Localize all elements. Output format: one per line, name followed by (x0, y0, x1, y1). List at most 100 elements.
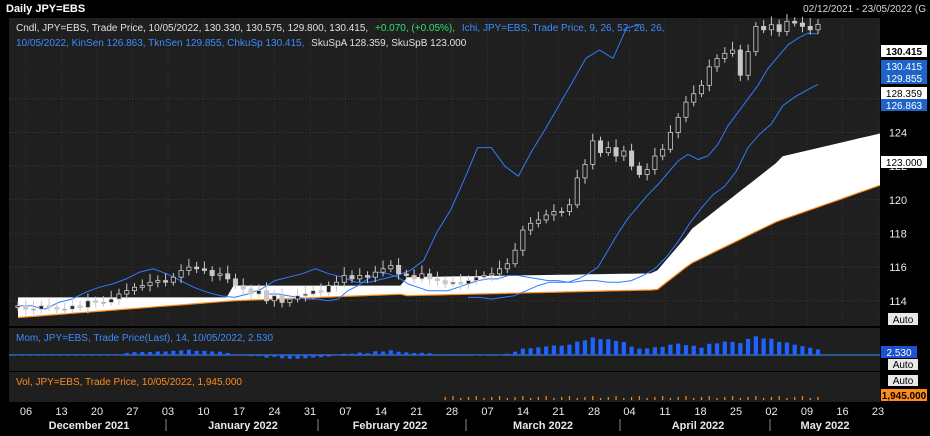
legend-senkou-values: SkuSpA 128.359, SkuSpB 123.000 (311, 38, 467, 49)
candle-body (598, 141, 602, 153)
candle-body (614, 148, 618, 156)
momentum-bar (591, 337, 595, 355)
candle-body (769, 25, 773, 30)
day-tick-label: 28 (588, 406, 600, 418)
momentum-bar (132, 352, 136, 355)
candle-body (629, 151, 633, 166)
momentum-bar (544, 346, 548, 355)
candle-body (241, 286, 245, 289)
volume-bar (530, 398, 531, 400)
momentum-bar (622, 342, 626, 355)
momentum-bar (288, 355, 292, 359)
candle-body (544, 215, 548, 220)
candle-body (505, 264, 509, 269)
day-tick-label: 24 (268, 406, 280, 418)
momentum-bar (459, 355, 463, 356)
price-badge-text: 130.415 (886, 47, 923, 58)
day-tick-label: 14 (375, 406, 387, 418)
momentum-bar (598, 339, 602, 355)
price-legend-line-1: Cndl, JPY=EBS, Trade Price, 10/05/2022, … (16, 23, 664, 34)
day-tick-label: 23 (872, 406, 884, 418)
volume-bar (452, 396, 453, 400)
momentum-bar (257, 355, 261, 356)
day-tick-label: 21 (410, 406, 422, 418)
momentum-bar (676, 344, 680, 355)
candle-body (389, 265, 393, 268)
momentum-bar (645, 348, 649, 355)
momentum-bar (55, 355, 59, 356)
candle-body (808, 26, 812, 29)
volume-bar (569, 396, 570, 400)
momentum-bar (699, 348, 703, 355)
candle-body (55, 307, 59, 309)
legend-candle-text: Cndl, JPY=EBS, Trade Price, 10/05/2022, … (16, 23, 368, 34)
momentum-bar (350, 354, 354, 355)
momentum-bar (125, 353, 129, 355)
momentum-bar (358, 353, 362, 355)
day-tick-label: 16 (836, 406, 848, 418)
volume-bar (662, 396, 663, 400)
candle-body (707, 67, 711, 86)
candle-body (396, 265, 400, 273)
candle-body (661, 149, 665, 156)
volume-bar (724, 397, 725, 400)
volume-bar (678, 397, 679, 400)
candle-body (101, 302, 105, 303)
volume-bar (670, 398, 671, 400)
volume-bar (608, 397, 609, 400)
candle-body (16, 306, 20, 308)
candle-body (358, 276, 362, 279)
candle-body (202, 269, 206, 271)
volume-bar (561, 397, 562, 400)
price-tick-label: 124 (889, 127, 907, 139)
volume-bar (615, 396, 616, 400)
candle-body (156, 281, 160, 283)
candle-body (39, 306, 43, 309)
month-label: March 2022 (513, 420, 573, 431)
candle-body (521, 230, 525, 250)
day-tick-label: 25 (730, 406, 742, 418)
day-tick-label: 10 (197, 406, 209, 418)
day-tick-label: 06 (20, 406, 32, 418)
momentum-bar (264, 355, 268, 358)
momentum-bar (47, 355, 51, 356)
volume-bar (794, 397, 795, 400)
volume-bar (779, 396, 780, 400)
candle-body (645, 169, 649, 174)
volume-bar (538, 397, 539, 400)
volume-bar (709, 396, 710, 400)
candle-body (785, 21, 789, 31)
candle-body (730, 50, 734, 53)
momentum-bar (202, 351, 206, 355)
volume-bar (507, 398, 508, 400)
candle-body (210, 270, 214, 275)
candle-body (86, 301, 90, 308)
momentum-bar (614, 341, 618, 355)
candle-body (637, 166, 641, 174)
candle-body (435, 279, 439, 281)
momentum-bar (117, 355, 121, 356)
volume-bar (468, 397, 469, 400)
candle-body (70, 306, 74, 309)
volume-bar (732, 396, 733, 400)
volume-bar (600, 398, 601, 400)
momentum-bar (684, 345, 688, 355)
day-tick-label: 21 (552, 406, 564, 418)
candle-body (47, 306, 51, 308)
momentum-bar (140, 352, 144, 355)
candle-body (676, 117, 680, 132)
volume-bar (771, 397, 772, 400)
momentum-bar (295, 355, 299, 359)
candle-body (295, 296, 299, 299)
momentum-bar (303, 355, 307, 358)
momentum-bar (39, 355, 43, 356)
candle-body (24, 306, 28, 309)
momentum-bar (396, 352, 400, 355)
momentum-bar (521, 349, 525, 355)
candle-body (109, 299, 113, 302)
candle-body (342, 276, 346, 283)
momentum-bar (668, 345, 672, 355)
day-tick-label: 27 (126, 406, 138, 418)
